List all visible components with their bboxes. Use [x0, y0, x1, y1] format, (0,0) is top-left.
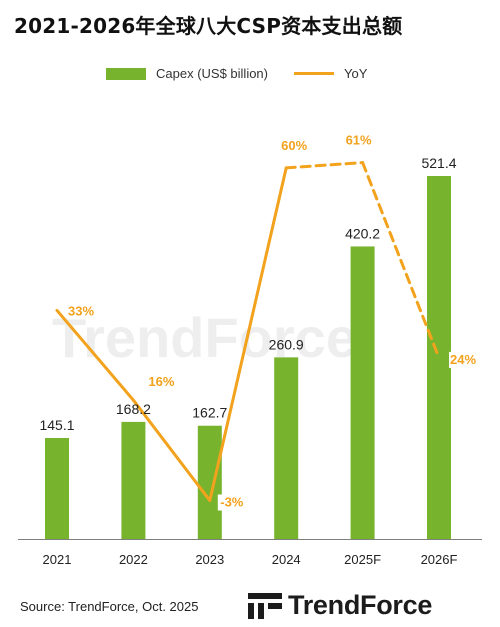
x-tick-label: 2021 [43, 552, 72, 567]
legend-item-capex: Capex (US$ billion) [106, 66, 268, 81]
bar-2023 [197, 425, 222, 539]
yoy-label-bg [217, 494, 246, 511]
x-tick-label: 2023 [195, 552, 224, 567]
trendforce-logo-icon [248, 592, 282, 619]
legend-swatch-line [294, 72, 334, 75]
legend-label-capex: Capex (US$ billion) [156, 66, 268, 81]
yoy-label-bg [344, 132, 373, 149]
chart-title: 2021-2026年全球八大CSP资本支出总额 [14, 14, 403, 38]
yoy-line-segment [131, 398, 212, 502]
bar-value-label: 420.2 [345, 225, 380, 241]
yoy-label-bg [67, 303, 95, 320]
yoy-value-label: 60% [281, 138, 307, 153]
bar-value-label: 260.9 [269, 336, 304, 352]
legend-swatch-bar [106, 67, 146, 80]
bar-value-label: 145.1 [39, 417, 74, 433]
yoy-line-segment [208, 166, 288, 502]
yoy-line-segment [55, 308, 135, 402]
yoy-value-label: 24% [450, 352, 476, 367]
yoy-value-label: 61% [346, 133, 372, 148]
brand-logo: TrendForce [248, 590, 432, 621]
bar-2026F [427, 176, 451, 539]
bar-value-label: 521.4 [421, 155, 456, 171]
watermark-text: TrendForce [52, 306, 357, 369]
x-tick-label: 2026F [421, 552, 458, 567]
bar-value-label: 162.7 [192, 405, 227, 421]
yoy-label-bg [147, 374, 176, 391]
yoy-label-bg [280, 137, 309, 154]
x-tick-label: 2022 [119, 552, 148, 567]
yoy-line-segment [361, 161, 441, 360]
yoy-value-label: 33% [68, 303, 94, 318]
yoy-value-label: -3% [220, 495, 244, 510]
legend-label-yoy: YoY [344, 66, 368, 81]
source-note: Source: TrendForce, Oct. 2025 [20, 599, 199, 614]
yoy-value-label: 16% [148, 374, 174, 389]
bar-value-label: 168.2 [116, 401, 151, 417]
x-tick-label: 2025F [344, 552, 381, 567]
yoy-label-bg [449, 351, 477, 368]
legend: Capex (US$ billion) YoY [0, 62, 500, 86]
bar-2024 [274, 357, 299, 539]
brand-name: TrendForce [288, 590, 433, 620]
legend-item-yoy: YoY [294, 66, 367, 81]
x-tick-label: 2024 [272, 552, 301, 567]
bar-2022 [121, 421, 146, 539]
bar-2021 [45, 437, 69, 539]
yoy-line-segment [284, 161, 365, 170]
bar-2025F [350, 246, 375, 540]
